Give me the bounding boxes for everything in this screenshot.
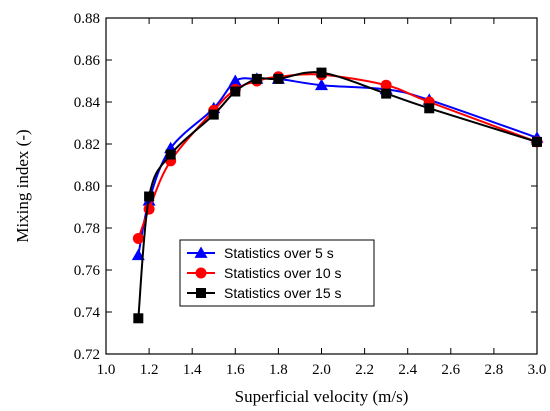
data-point bbox=[228, 74, 242, 86]
data-point bbox=[208, 109, 219, 120]
y-tick-label: 0.86 bbox=[74, 53, 101, 69]
data-point bbox=[143, 203, 155, 215]
legend-label: Statistics over 15 s bbox=[224, 285, 342, 301]
axis-ticks: 1.0 1.2 1.4 1.6 1.8 2.0 2.2 2.4 2.6 2.8 3.0 0.72 0.7… bbox=[74, 11, 547, 378]
y-tick-label: 0.82 bbox=[74, 137, 100, 153]
series-3 bbox=[133, 67, 542, 324]
x-tick-label: 1.0 bbox=[97, 362, 116, 378]
series-2 bbox=[132, 69, 543, 244]
legend: Statistics over 5 s Statistics over 10 s S… bbox=[179, 239, 375, 307]
legend-item-2: Statistics over 10 s bbox=[187, 265, 342, 281]
legend-marker bbox=[196, 288, 206, 298]
x-tick-label: 2.8 bbox=[485, 362, 504, 378]
x-tick-label: 2.6 bbox=[441, 362, 460, 378]
y-tick-label: 0.88 bbox=[74, 11, 100, 27]
series-layer bbox=[131, 67, 544, 324]
x-tick-label: 1.6 bbox=[226, 362, 245, 378]
data-point bbox=[132, 233, 144, 244]
x-tick-label: 2.0 bbox=[312, 362, 331, 378]
data-point bbox=[251, 73, 262, 84]
data-point bbox=[424, 103, 435, 114]
data-point bbox=[316, 67, 327, 78]
data-point bbox=[380, 79, 392, 91]
legend-label: Statistics over 5 s bbox=[224, 245, 334, 261]
data-point bbox=[144, 191, 155, 202]
data-point bbox=[273, 73, 284, 84]
series-line bbox=[137, 77, 538, 256]
legend-marker bbox=[194, 246, 208, 258]
y-tick-label: 0.80 bbox=[74, 179, 100, 195]
legend-item-1: Statistics over 5 s bbox=[187, 245, 334, 261]
x-tick-label: 2.4 bbox=[398, 362, 417, 378]
y-axis-title: Mixing index (-) bbox=[13, 129, 32, 242]
data-point bbox=[381, 88, 392, 99]
x-tick-label: 1.2 bbox=[140, 362, 159, 378]
x-axis-title: Superficial velocity (m/s) bbox=[235, 387, 409, 406]
legend-marker bbox=[195, 267, 207, 279]
data-point bbox=[315, 78, 328, 91]
data-point bbox=[165, 149, 176, 160]
series-1 bbox=[131, 72, 544, 261]
x-tick-label: 1.4 bbox=[183, 362, 202, 378]
y-tick-label: 0.76 bbox=[74, 263, 101, 279]
x-tick-label: 2.2 bbox=[355, 362, 374, 378]
data-point bbox=[532, 136, 542, 147]
y-tick-label: 0.72 bbox=[74, 347, 100, 363]
x-tick-label: 3.0 bbox=[528, 362, 547, 378]
y-tick-label: 0.74 bbox=[74, 305, 101, 321]
y-tick-label: 0.78 bbox=[74, 221, 100, 237]
legend-label: Statistics over 10 s bbox=[224, 265, 342, 281]
data-point bbox=[230, 86, 241, 97]
legend-item-3: Statistics over 15 s bbox=[187, 285, 342, 301]
x-tick-label: 1.8 bbox=[269, 362, 288, 378]
data-point bbox=[133, 313, 144, 324]
y-tick-label: 0.84 bbox=[74, 95, 101, 111]
data-point bbox=[131, 248, 145, 261]
series-line bbox=[137, 73, 538, 239]
